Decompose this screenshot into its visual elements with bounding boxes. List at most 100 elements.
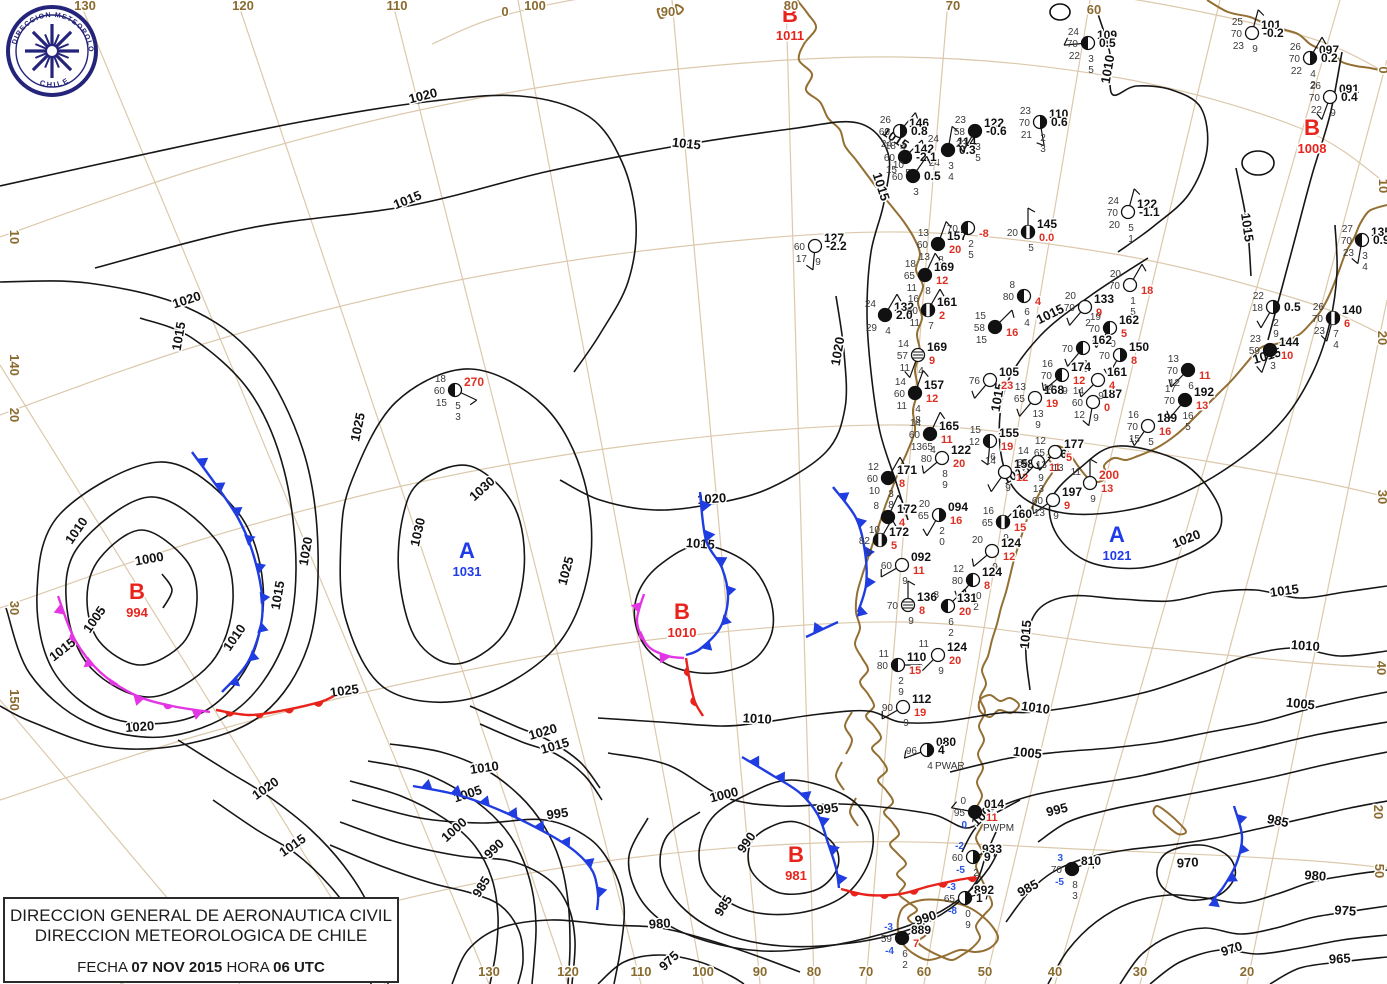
svg-text:16: 16 bbox=[983, 506, 995, 517]
svg-text:60: 60 bbox=[794, 242, 806, 253]
grid-label: 70 bbox=[946, 0, 960, 13]
svg-text:8: 8 bbox=[1009, 280, 1015, 291]
svg-text:20: 20 bbox=[953, 458, 965, 470]
svg-text:14: 14 bbox=[1018, 446, 1030, 457]
svg-text:70: 70 bbox=[1164, 396, 1176, 407]
svg-text:70: 70 bbox=[1062, 344, 1074, 355]
island-outline bbox=[1241, 150, 1275, 176]
svg-text:80: 80 bbox=[1003, 292, 1015, 303]
svg-text:4: 4 bbox=[1310, 69, 1316, 80]
svg-text:12: 12 bbox=[1003, 551, 1015, 563]
svg-text:60: 60 bbox=[884, 153, 896, 164]
svg-text:13: 13 bbox=[1015, 382, 1027, 393]
isobar-line bbox=[961, 721, 1387, 853]
svg-text:16: 16 bbox=[1006, 327, 1018, 339]
svg-text:70: 70 bbox=[1067, 39, 1079, 50]
svg-text:9: 9 bbox=[1003, 533, 1009, 544]
svg-text:-8: -8 bbox=[948, 906, 957, 917]
isobar-line bbox=[1005, 800, 1387, 923]
isobar-label: 1000 bbox=[134, 549, 165, 569]
isobar-label: 1030 bbox=[407, 516, 428, 548]
svg-text:0: 0 bbox=[939, 537, 945, 548]
svg-text:9: 9 bbox=[866, 548, 872, 559]
svg-text:65: 65 bbox=[1017, 458, 1029, 469]
svg-text:16: 16 bbox=[950, 515, 962, 527]
svg-text:20: 20 bbox=[1007, 228, 1019, 239]
svg-text:14: 14 bbox=[910, 418, 922, 429]
svg-text:8: 8 bbox=[1131, 355, 1137, 367]
svg-text:B: B bbox=[1304, 115, 1320, 140]
svg-text:90: 90 bbox=[882, 703, 894, 714]
isobar-line bbox=[5, 317, 297, 739]
grid-label-layer: 1301201100100908070600102030402050130120… bbox=[6, 0, 1387, 981]
grid-label: 40 bbox=[1048, 964, 1062, 979]
svg-text:21: 21 bbox=[1021, 130, 1033, 141]
svg-text:23: 23 bbox=[1250, 334, 1262, 345]
svg-text:60: 60 bbox=[434, 386, 446, 397]
coastline bbox=[835, 761, 845, 791]
svg-text:160: 160 bbox=[1012, 507, 1032, 521]
isobar-label: 1015 bbox=[391, 187, 423, 212]
svg-text:20: 20 bbox=[1109, 220, 1121, 231]
svg-text:150: 150 bbox=[1129, 340, 1149, 354]
svg-text:95: 95 bbox=[954, 808, 966, 819]
svg-text:15: 15 bbox=[886, 165, 898, 176]
svg-text:18: 18 bbox=[435, 374, 447, 385]
grid-label: 40 bbox=[1374, 661, 1387, 675]
isobar-line bbox=[0, 280, 319, 750]
svg-text:165: 165 bbox=[939, 419, 959, 433]
svg-text:-5: -5 bbox=[956, 865, 965, 876]
isobar-label: 1015 bbox=[169, 321, 189, 352]
svg-text:140: 140 bbox=[1342, 303, 1362, 317]
grid-label: 80 bbox=[784, 0, 798, 13]
svg-text:6: 6 bbox=[902, 949, 908, 960]
svg-text:4: 4 bbox=[899, 517, 906, 529]
svg-text:16: 16 bbox=[1182, 411, 1194, 422]
grid-label: 70 bbox=[859, 964, 873, 979]
svg-text:197: 197 bbox=[1062, 485, 1082, 499]
svg-text:20: 20 bbox=[949, 244, 961, 256]
isobar-label: 1010 bbox=[742, 710, 772, 726]
svg-text:70: 70 bbox=[1019, 118, 1031, 129]
svg-text:80: 80 bbox=[921, 454, 933, 465]
svg-text:18: 18 bbox=[1141, 285, 1153, 297]
svg-text:6: 6 bbox=[1188, 381, 1194, 392]
svg-text:23: 23 bbox=[1020, 106, 1032, 117]
svg-text:0.4: 0.4 bbox=[1341, 90, 1358, 104]
svg-text:6: 6 bbox=[990, 452, 996, 463]
svg-text:2: 2 bbox=[888, 528, 894, 539]
svg-text:23: 23 bbox=[1233, 41, 1245, 52]
svg-text:200: 200 bbox=[1099, 468, 1119, 482]
svg-text:29: 29 bbox=[866, 323, 878, 334]
graticule-meridian bbox=[1246, 299, 1387, 984]
svg-text:13: 13 bbox=[1036, 460, 1048, 471]
svg-text:20: 20 bbox=[1110, 269, 1122, 280]
isobar-label: 995 bbox=[816, 800, 840, 818]
grid-label: 30 bbox=[7, 601, 22, 615]
svg-text:8: 8 bbox=[925, 286, 931, 297]
svg-text:65: 65 bbox=[982, 518, 994, 529]
svg-text:4: 4 bbox=[1333, 340, 1339, 351]
svg-text:122: 122 bbox=[951, 443, 971, 457]
svg-text:9: 9 bbox=[1035, 420, 1041, 431]
svg-text:70: 70 bbox=[1107, 208, 1119, 219]
svg-text:18: 18 bbox=[885, 141, 897, 152]
fecha-label: FECHA bbox=[77, 959, 128, 976]
svg-text:B: B bbox=[674, 599, 690, 624]
svg-text:B: B bbox=[788, 842, 804, 867]
svg-text:-4: -4 bbox=[885, 946, 894, 957]
isobar-line bbox=[1024, 585, 1387, 691]
svg-text:0: 0 bbox=[961, 820, 967, 831]
